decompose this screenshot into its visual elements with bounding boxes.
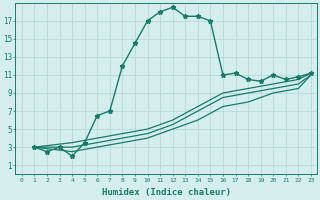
X-axis label: Humidex (Indice chaleur): Humidex (Indice chaleur) xyxy=(102,188,231,197)
